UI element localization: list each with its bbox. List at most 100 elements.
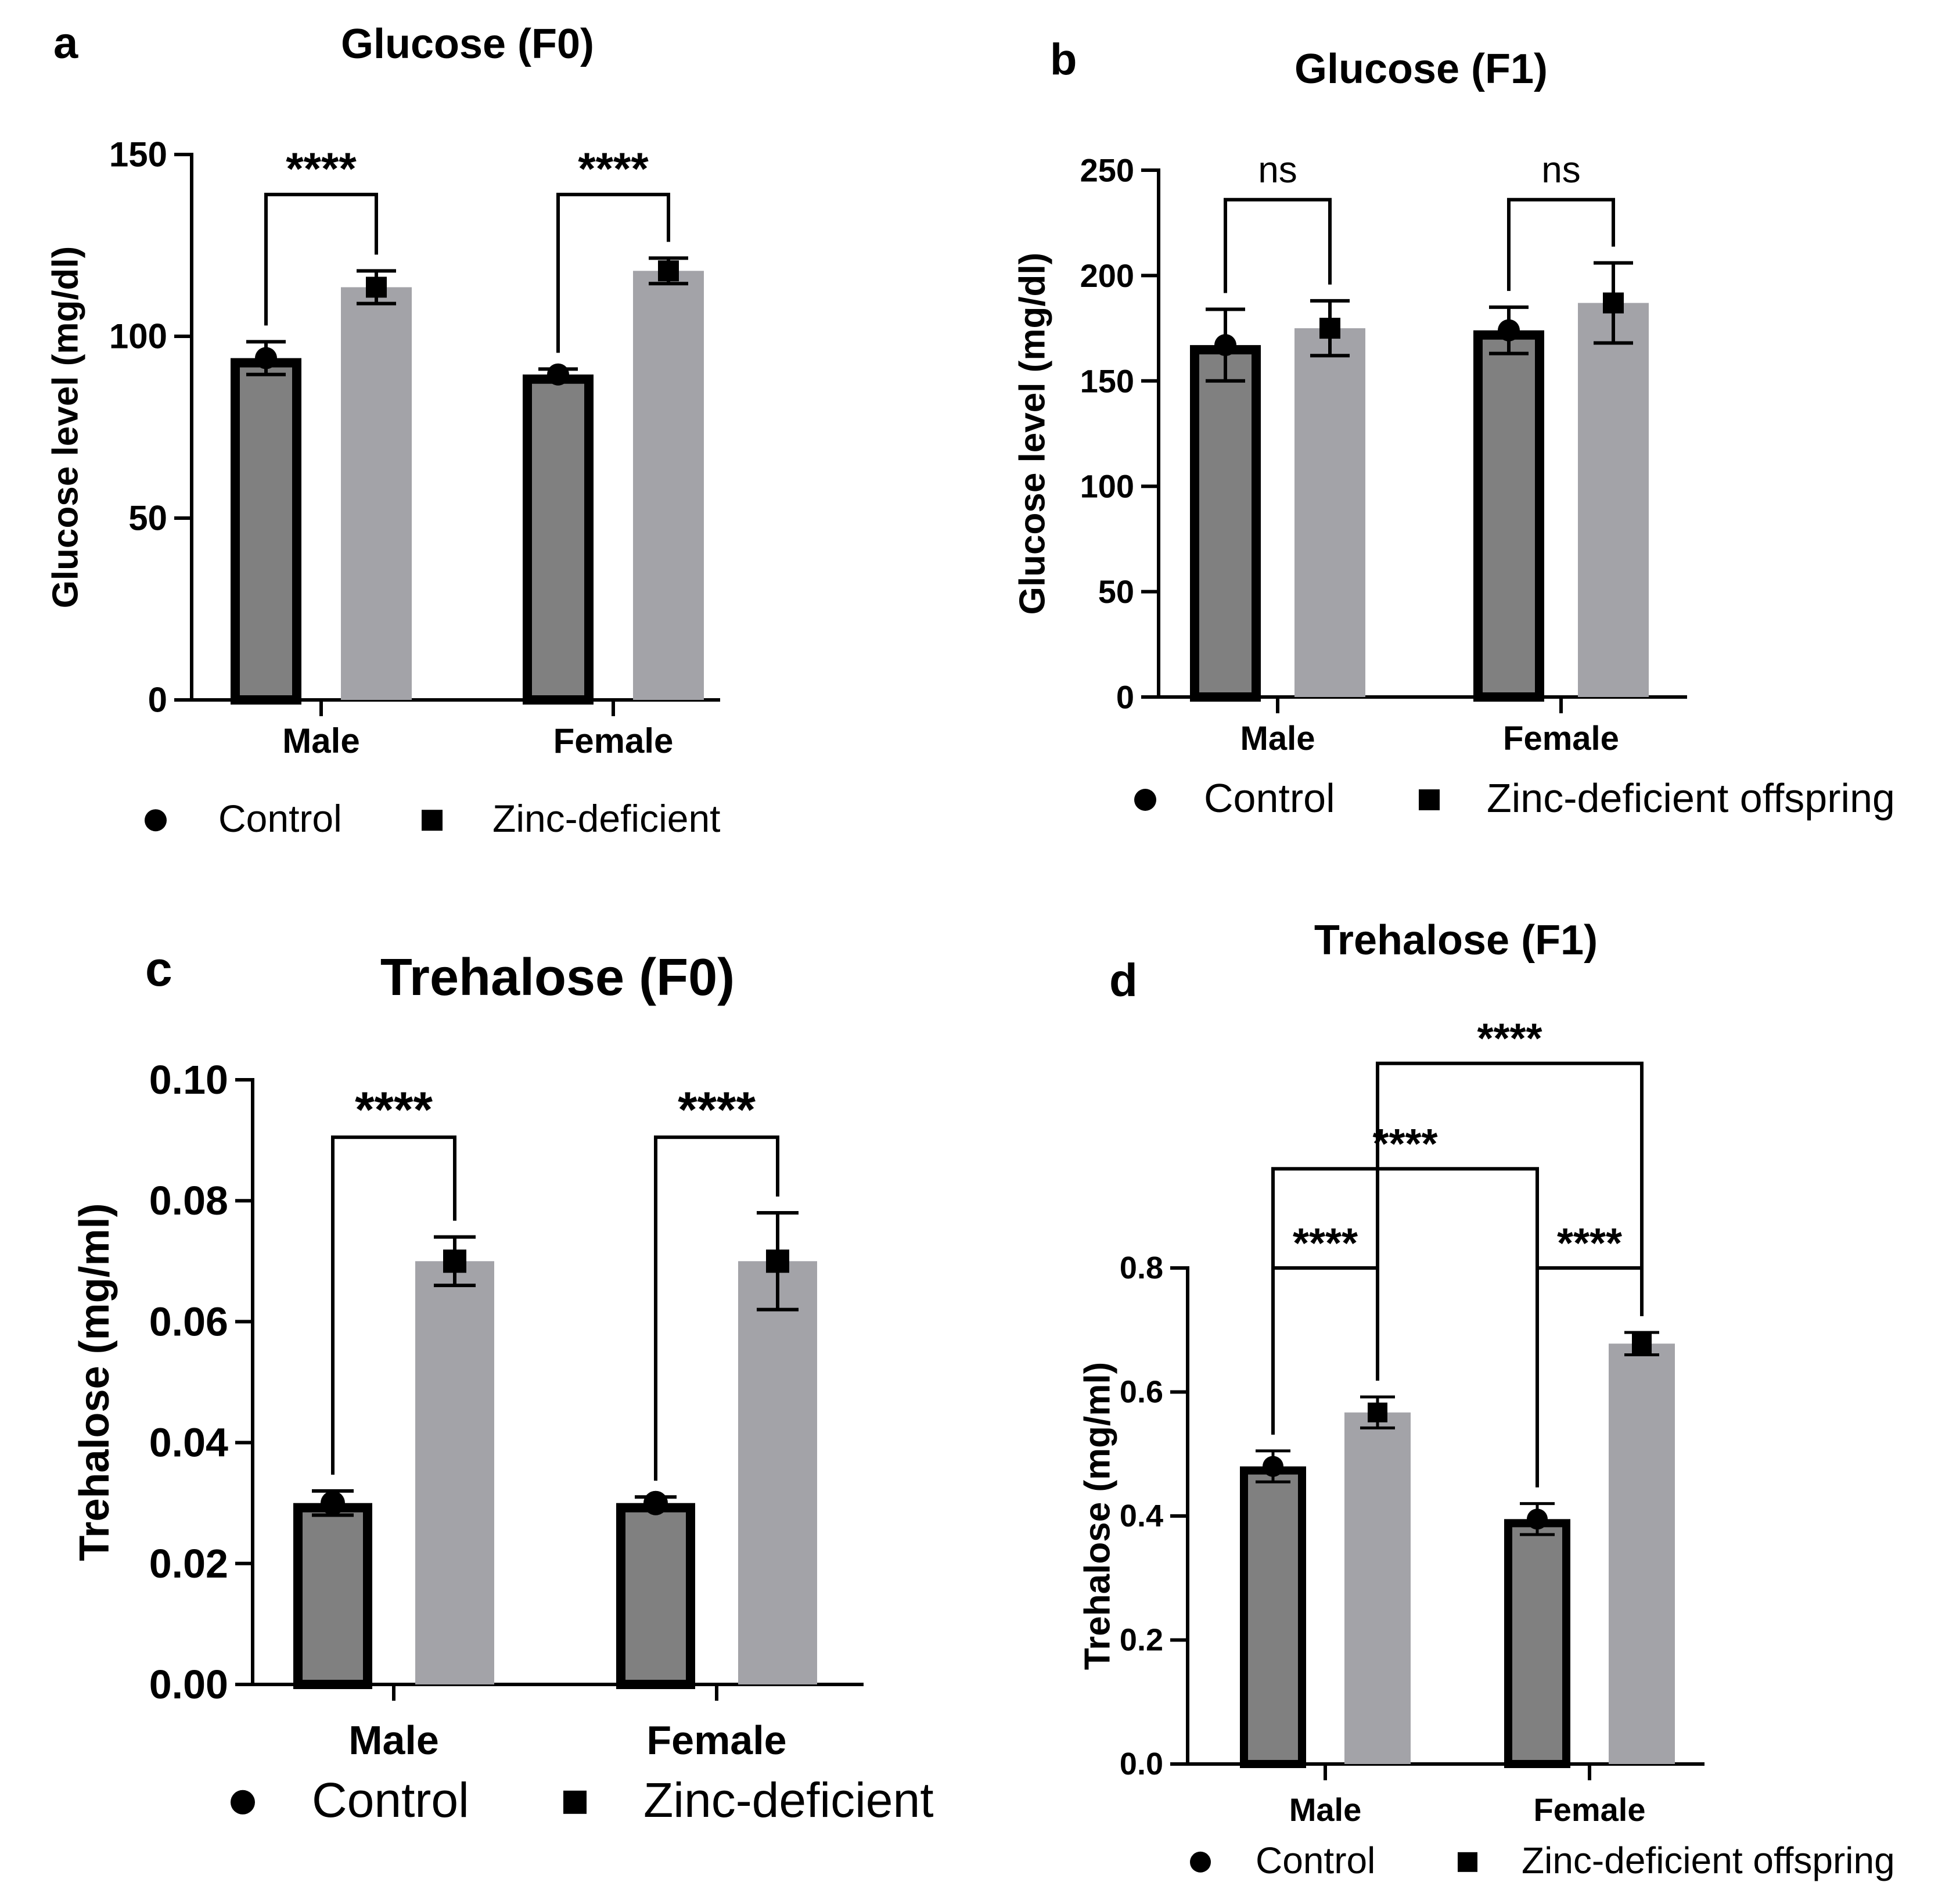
- y-tick-label: 0: [148, 681, 167, 720]
- significance-bracket: [1271, 1167, 1539, 1488]
- y-tick-label: 0.0: [1120, 1747, 1163, 1781]
- bar: [738, 1261, 817, 1684]
- bar: [633, 271, 704, 700]
- bar: [1344, 1412, 1411, 1764]
- legend-label: Control: [1204, 775, 1335, 821]
- panel-letter: c: [145, 942, 172, 996]
- y-tick-label: 0.06: [149, 1299, 228, 1344]
- y-axis-label: Glucose level (mg/dl): [46, 246, 86, 609]
- y-tick-label: 0.04: [149, 1420, 228, 1465]
- significance-bracket: [1376, 1061, 1644, 1381]
- x-tick-label: Female: [646, 1718, 786, 1763]
- chart-title: Trehalose (F0): [380, 949, 735, 1007]
- bar: [1473, 330, 1544, 702]
- legend-marker: [422, 810, 443, 831]
- y-tick-label: 0.2: [1120, 1623, 1163, 1658]
- data-point: [1632, 1334, 1652, 1354]
- legend-label: Control: [312, 1773, 469, 1827]
- data-point: [255, 347, 277, 369]
- x-tick-label: Female: [1503, 720, 1619, 757]
- panel-letter: d: [1109, 954, 1138, 1006]
- panel-a: a Glucose (F0) Glucose level (mg/dl) 0 50 100…: [46, 19, 721, 840]
- panel-b: b Glucose (F1) Glucose level (mg/dl) 0 50 100…: [1013, 35, 1895, 821]
- y-tick-label: 0.6: [1120, 1375, 1163, 1410]
- legend-marker: [1419, 789, 1440, 810]
- data-point: [658, 260, 679, 282]
- y-tick-label: 0.4: [1120, 1499, 1163, 1533]
- chart-title: Trehalose (F1): [1314, 917, 1598, 964]
- x-tick-label: Male: [282, 721, 359, 760]
- significance-label: ****: [286, 143, 357, 194]
- data-point: [1319, 318, 1340, 339]
- significance-label: ****: [578, 143, 649, 194]
- significance-label: ****: [1557, 1220, 1622, 1267]
- x-tick-label: Male: [1289, 1791, 1362, 1828]
- y-tick-label: 50: [128, 499, 167, 538]
- chart-title: Glucose (F0): [341, 21, 594, 67]
- y-tick-label: 250: [1080, 152, 1134, 189]
- significance-label: ****: [1372, 1121, 1437, 1167]
- y-tick-label: 100: [109, 317, 167, 356]
- significance-label: ****: [678, 1082, 756, 1138]
- data-point: [366, 276, 387, 298]
- legend-marker: [1458, 1852, 1477, 1872]
- legend-label: Control: [1256, 1840, 1375, 1881]
- panel-letter: a: [53, 19, 78, 68]
- bar: [415, 1261, 494, 1684]
- data-point: [1263, 1456, 1283, 1477]
- legend-label: Zinc-deficient: [492, 797, 721, 840]
- bar: [1294, 328, 1365, 697]
- data-point: [643, 1490, 668, 1515]
- significance-bracket: [331, 1135, 456, 1475]
- x-tick-label: Female: [1534, 1791, 1646, 1828]
- data-point: [1603, 292, 1624, 314]
- significance-bracket: [654, 1135, 779, 1481]
- data-point: [321, 1490, 345, 1515]
- significance-bracket: [1224, 197, 1332, 293]
- significance-bracket: [556, 192, 670, 353]
- y-tick-label: 150: [109, 135, 167, 174]
- y-tick-label: 200: [1080, 257, 1134, 294]
- legend-marker: [1190, 1851, 1211, 1873]
- y-tick-label: 100: [1080, 468, 1134, 505]
- significance-label: ns: [1258, 149, 1297, 191]
- y-tick-label: 0.02: [149, 1541, 228, 1586]
- bar: [293, 1503, 372, 1689]
- significance-bracket: [1507, 197, 1615, 291]
- legend-marker: [145, 809, 167, 832]
- bar: [231, 358, 301, 705]
- significance-bracket: [1271, 1266, 1379, 1435]
- data-point: [766, 1249, 789, 1273]
- significance-label: ****: [355, 1082, 433, 1138]
- x-tick-label: Male: [348, 1718, 439, 1763]
- bar: [341, 287, 412, 700]
- data-point: [1214, 334, 1236, 357]
- legend-label: Zinc-deficient: [643, 1773, 934, 1827]
- legend-marker: [563, 1790, 587, 1814]
- significance-label: ns: [1541, 149, 1581, 191]
- bar: [1578, 303, 1649, 697]
- bar: [1240, 1466, 1306, 1769]
- data-point: [443, 1249, 466, 1273]
- y-tick-label: 0.08: [149, 1178, 228, 1223]
- legend-marker: [231, 1790, 255, 1815]
- data-point: [1368, 1402, 1387, 1422]
- y-axis-label: Trehalose (mg/ml): [1078, 1362, 1118, 1671]
- panel-c: c Trehalose (F0) Trehalose (mg/ml) 0.00 0.02…: [71, 942, 934, 1827]
- bar: [523, 374, 594, 705]
- y-tick-label: 0.8: [1120, 1251, 1163, 1285]
- significance-bracket: [264, 192, 378, 326]
- chart-title: Glucose (F1): [1294, 46, 1548, 92]
- bar: [1609, 1343, 1675, 1764]
- legend-label: Zinc-deficient offspring: [1522, 1840, 1895, 1881]
- y-axis-label: Trehalose (mg/ml): [71, 1203, 118, 1561]
- y-tick-label: 0.00: [149, 1662, 228, 1707]
- legend-label: Zinc-deficient offspring: [1487, 775, 1895, 821]
- panel-letter: b: [1050, 35, 1077, 84]
- y-tick-label: 0: [1116, 679, 1134, 716]
- data-point: [1527, 1508, 1548, 1530]
- bar: [1190, 345, 1261, 702]
- x-tick-label: Male: [1240, 720, 1315, 757]
- legend-label: Control: [218, 797, 342, 840]
- y-tick-label: 150: [1080, 362, 1134, 399]
